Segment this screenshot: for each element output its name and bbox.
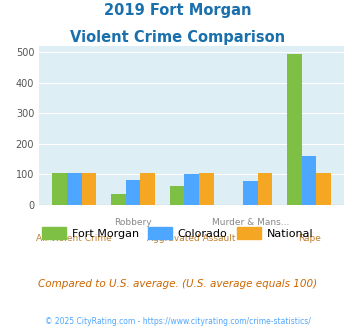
Bar <box>140 173 155 205</box>
Legend: Fort Morgan, Colorado, National: Fort Morgan, Colorado, National <box>37 223 318 244</box>
Bar <box>126 180 140 205</box>
Text: Aggravated Assault: Aggravated Assault <box>147 234 236 243</box>
Bar <box>199 173 214 205</box>
Bar <box>111 194 126 205</box>
Text: Compared to U.S. average. (U.S. average equals 100): Compared to U.S. average. (U.S. average … <box>38 279 317 289</box>
Bar <box>302 155 316 205</box>
Text: Robbery: Robbery <box>114 218 152 227</box>
Bar <box>82 173 96 205</box>
Bar <box>67 173 82 205</box>
Text: Rape: Rape <box>298 234 321 243</box>
Bar <box>184 174 199 205</box>
Text: © 2025 CityRating.com - https://www.cityrating.com/crime-statistics/: © 2025 CityRating.com - https://www.city… <box>45 317 310 326</box>
Text: Murder & Mans...: Murder & Mans... <box>212 218 289 227</box>
Text: All Violent Crime: All Violent Crime <box>37 234 112 243</box>
Bar <box>258 173 272 205</box>
Bar <box>316 173 331 205</box>
Text: 2019 Fort Morgan: 2019 Fort Morgan <box>104 3 251 18</box>
Bar <box>287 54 302 205</box>
Bar <box>243 182 258 205</box>
Text: Violent Crime Comparison: Violent Crime Comparison <box>70 30 285 45</box>
Bar <box>52 173 67 205</box>
Bar <box>170 186 184 205</box>
